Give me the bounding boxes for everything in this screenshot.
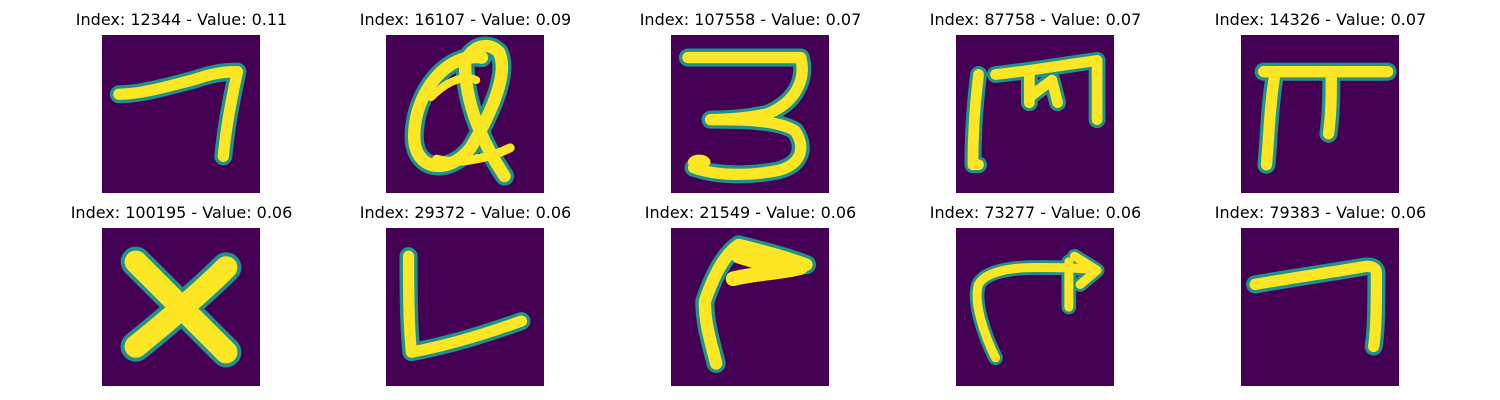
arrow-like-stroke-image — [956, 228, 1114, 386]
panel-title: Index: 73277 - Value: 0.06 — [929, 203, 1142, 222]
digit-image — [102, 228, 260, 386]
digit-image — [102, 35, 260, 193]
digit-image — [956, 228, 1114, 386]
panel: Index: 100195 - Value: 0.06 — [39, 193, 324, 386]
digit-image — [956, 35, 1114, 193]
digit-image — [386, 35, 544, 193]
pi-like-stroke-image — [1241, 35, 1399, 193]
panel: Index: 73277 - Value: 0.06 — [893, 193, 1178, 386]
panel-title: Index: 14326 - Value: 0.07 — [1214, 10, 1427, 29]
panel-title: Index: 100195 - Value: 0.06 — [70, 203, 293, 222]
digit-image — [1241, 228, 1399, 386]
x-like-stroke-image — [102, 228, 260, 386]
panel-title: Index: 21549 - Value: 0.06 — [644, 203, 857, 222]
panel-title: Index: 107558 - Value: 0.07 — [639, 10, 862, 29]
panel: Index: 107558 - Value: 0.07 — [608, 0, 893, 193]
panel: Index: 29372 - Value: 0.06 — [323, 193, 608, 386]
panel-title: Index: 16107 - Value: 0.09 — [359, 10, 572, 29]
digit-image — [671, 35, 829, 193]
seven-like-stroke-image — [102, 35, 260, 193]
panel: Index: 21549 - Value: 0.06 — [608, 193, 893, 386]
l-like-stroke-image — [386, 228, 544, 386]
seven-like-stroke-image — [1241, 228, 1399, 386]
panel-title: Index: 12344 - Value: 0.11 — [75, 10, 288, 29]
panel-title: Index: 87758 - Value: 0.07 — [929, 10, 1142, 29]
panel: Index: 87758 - Value: 0.07 — [893, 0, 1178, 193]
panel: Index: 14326 - Value: 0.07 — [1178, 0, 1463, 193]
q-like-stroke-image — [386, 35, 544, 193]
digit-image — [671, 228, 829, 386]
m-like-stroke-image — [956, 35, 1114, 193]
digit-image — [386, 228, 544, 386]
panel: Index: 12344 - Value: 0.11 — [39, 0, 324, 193]
hook-like-stroke-image — [671, 228, 829, 386]
panel-title: Index: 29372 - Value: 0.06 — [359, 203, 572, 222]
three-like-stroke-image — [671, 35, 829, 193]
panel: Index: 79383 - Value: 0.06 — [1178, 193, 1463, 386]
digit-image — [1241, 35, 1399, 193]
panel: Index: 16107 - Value: 0.09 — [323, 0, 608, 193]
panel-title: Index: 79383 - Value: 0.06 — [1214, 203, 1427, 222]
